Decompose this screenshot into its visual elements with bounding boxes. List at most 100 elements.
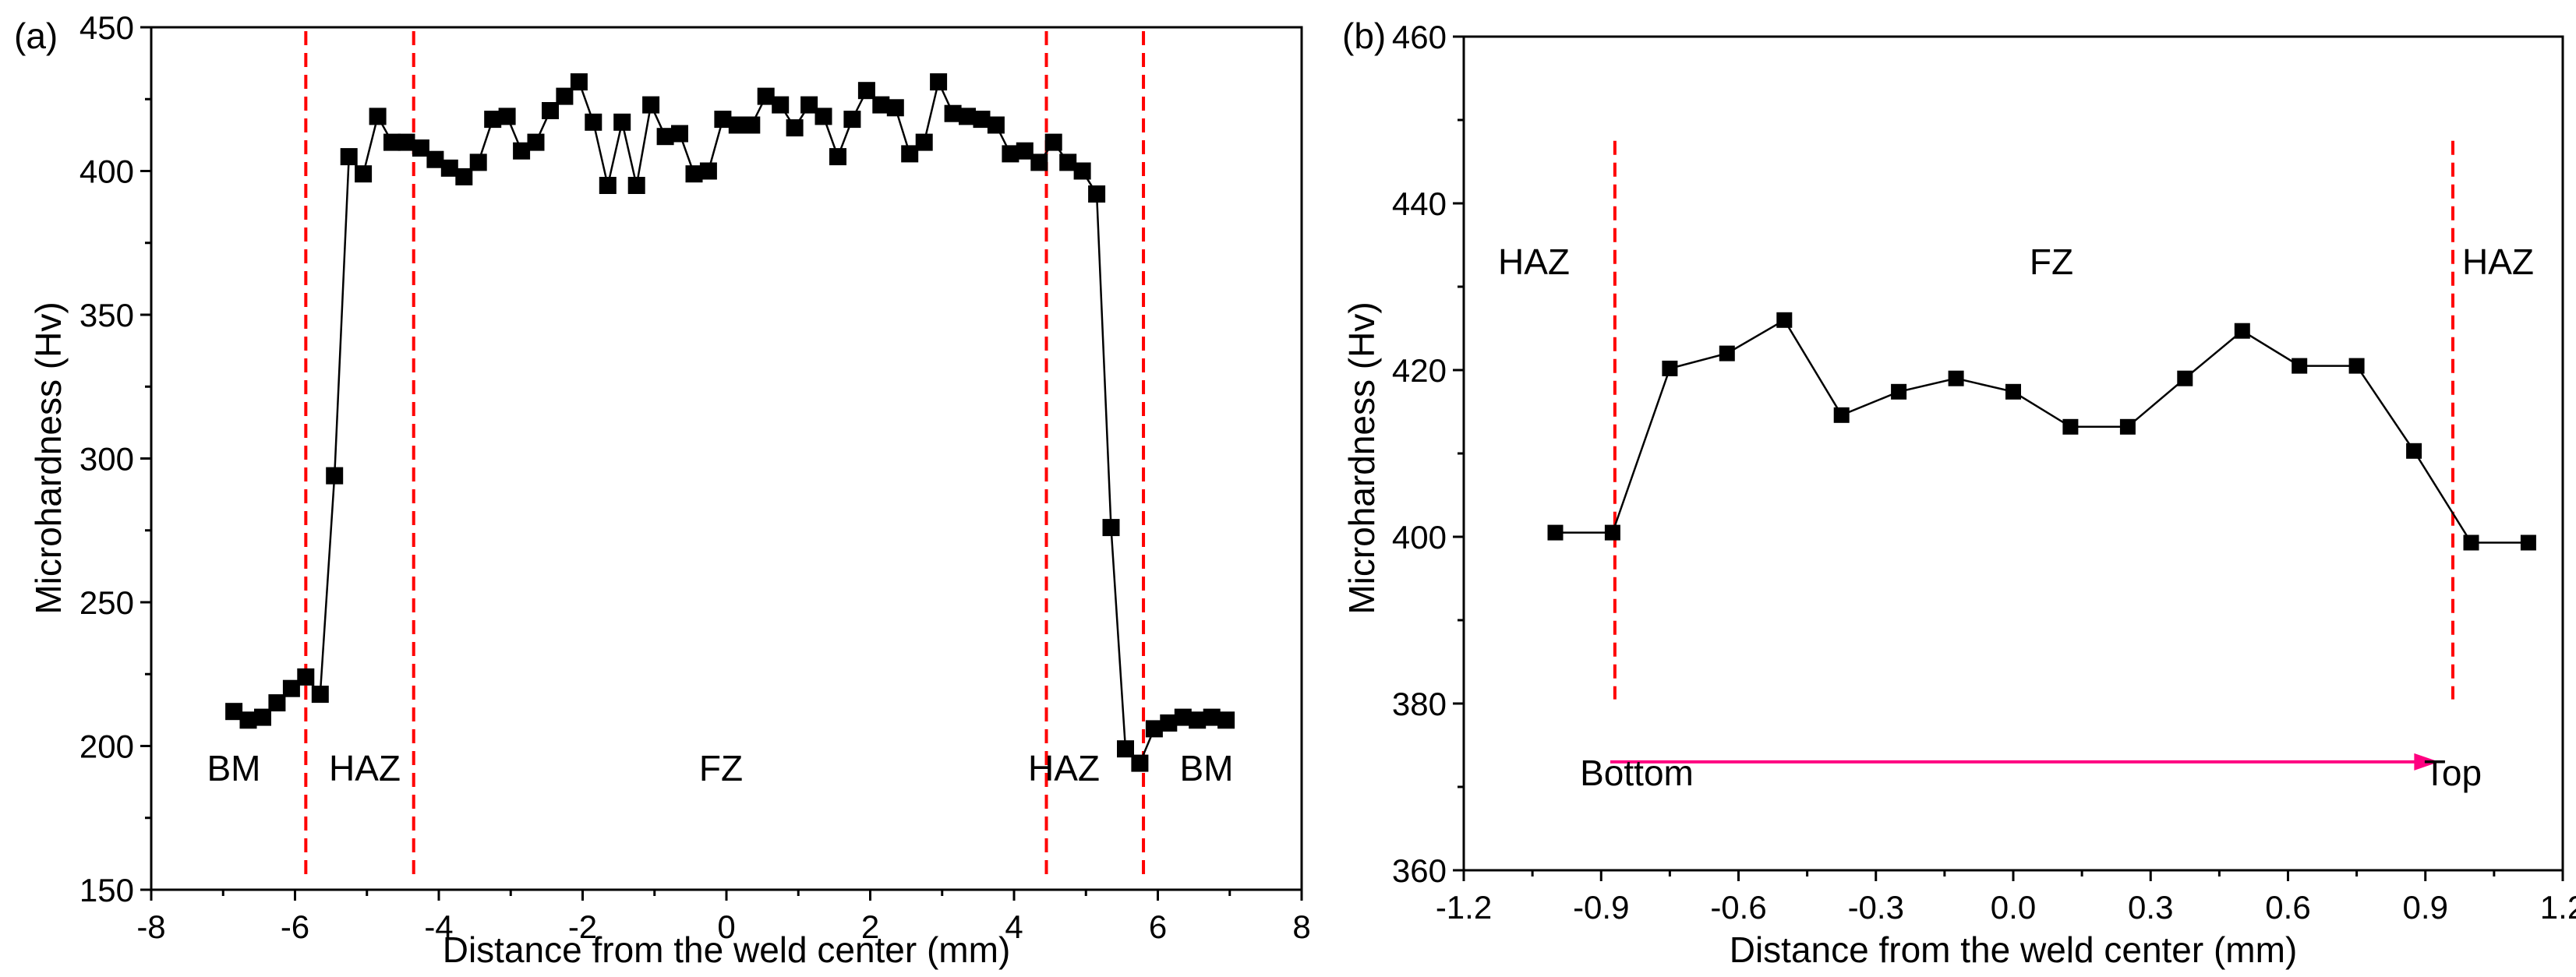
panel-b-direction-arrow [1610, 753, 2440, 771]
panel-a-series-line [233, 79, 1227, 765]
panel-a-data-point [872, 96, 890, 114]
panel-a-data-point [585, 113, 602, 131]
panel-a-y-tick-label: 350 [80, 297, 134, 333]
panel-a-data-point [570, 73, 588, 91]
panel-b-data-point [1833, 407, 1850, 423]
panel-a-annotation-bm-left: BM [207, 748, 261, 788]
panel-a-data-point [513, 142, 531, 160]
panel-a-data-point [469, 153, 487, 171]
panel-a-data-point [699, 162, 717, 180]
panel-b-arrow-head [2414, 753, 2440, 771]
panel-a-y-tick-label: 200 [80, 728, 134, 765]
panel-a: (a) -8 -6 -4 -2 0 2 4 6 8 150200250300350400450 … [14, 9, 1311, 970]
panel-a-data-point [355, 165, 373, 183]
panel-b-x-tick-label: 0.6 [2265, 889, 2310, 926]
panel-b-arrow-label-top: Top [2424, 753, 2482, 793]
panel-a-data-point [685, 165, 703, 183]
panel-b-data-point [2520, 534, 2536, 551]
panel-b-y-tick-label: 420 [1392, 352, 1447, 389]
panel-a-x-tick-label: 2 [861, 908, 879, 945]
panel-a-y-tick-label: 250 [80, 584, 134, 621]
panel-a-y-tick-label: 150 [80, 872, 134, 908]
panel-a-data-point [412, 139, 429, 157]
panel-a-data-point [440, 159, 458, 177]
panel-a-data-point [311, 686, 329, 704]
panel-a-data-point [1131, 754, 1149, 772]
panel-a-data-point [1102, 519, 1120, 537]
panel-b-y-ticks: 360 380 400 420 440 460 [1392, 19, 1464, 889]
panel-a-data-point [268, 694, 286, 712]
panel-b-data-point [2005, 383, 2021, 400]
panel-a-data-point [1160, 714, 1178, 732]
panel-a-y-tick-label: 400 [80, 153, 134, 190]
panel-a-data-point [326, 467, 344, 485]
panel-a-x-tick-label: 8 [1292, 908, 1310, 945]
panel-b-data-point [2292, 358, 2308, 374]
panel-b-plot-frame [1462, 35, 2564, 872]
panel-a-data-point [1073, 162, 1091, 180]
panel-a-data-point [297, 668, 315, 686]
panel-a-data-point [1030, 153, 1048, 171]
panel-b-x-tick-label: -0.9 [1573, 889, 1629, 926]
panel-a-data-point [743, 116, 761, 134]
panel-a-data-point [728, 116, 746, 134]
panel-a-data-point [254, 708, 271, 726]
panel-b-data-point [1719, 345, 1735, 362]
panel-a-data-point [857, 82, 875, 100]
panel-a-data-point [498, 108, 516, 125]
panel-a-data-point [383, 133, 401, 151]
panel-b: (b) -1.2-0.9-0.6-0.30.00.30.60.91.2 3603… [1341, 16, 2576, 970]
panel-a-data-point [886, 99, 904, 117]
panel-b-data-point [2119, 418, 2136, 435]
panel-b-data-point [2463, 534, 2479, 551]
panel-a-data-point [613, 113, 631, 131]
panel-b-boundary-lines [1613, 140, 2454, 700]
panel-a-data-point [627, 177, 645, 194]
panel-a-data-point [829, 148, 846, 166]
panel-a-data-point [772, 96, 790, 114]
panel-b-x-tick-label: -0.3 [1848, 889, 1904, 926]
panel-a-x-tick-label: -2 [568, 908, 597, 945]
panel-a-data-point [1088, 185, 1106, 203]
panel-a-annotation-fz: FZ [699, 748, 743, 788]
panel-b-arrow-label-bottom: Bottom [1580, 753, 1694, 793]
panel-b-y-tick-label: 440 [1392, 185, 1447, 222]
panel-a-data-point [714, 111, 732, 129]
panel-a-x-axis-title: Distance from the weld center (mm) [443, 929, 1011, 970]
panel-a-data-point [225, 703, 243, 721]
panel-a-x-tick-label: 6 [1149, 908, 1167, 945]
panel-a-data-point [959, 108, 976, 125]
panel-a-data-point [1189, 711, 1207, 729]
panel-b-label: (b) [1342, 16, 1386, 56]
panel-a-data-point [915, 133, 933, 151]
panel-a-data-point [786, 119, 804, 137]
panel-b-x-tick-label: 0.9 [2403, 889, 2448, 926]
panel-b-annotation-fz: FZ [2030, 242, 2073, 282]
panel-b-annotation-haz-left: HAZ [1498, 242, 1570, 282]
panel-a-annotation-haz-left: HAZ [329, 748, 401, 788]
panel-a-data-point [282, 679, 300, 697]
panel-a-data-point [814, 108, 832, 125]
panel-a-y-ticks: 150 200 250 300 350 400 450 [80, 9, 151, 908]
panel-b-data-point [2062, 418, 2079, 435]
panel-a-label: (a) [14, 16, 58, 56]
panel-a-data-point [944, 104, 962, 122]
panel-a-data-point [527, 133, 545, 151]
panel-a-x-tick-label: -4 [424, 908, 453, 945]
panel-a-x-tick-label: -8 [136, 908, 165, 945]
panel-a-data-point [930, 73, 948, 91]
panel-a-data-point [656, 128, 674, 146]
panel-b-data-point [1948, 370, 1964, 386]
panel-a-data-point [239, 711, 257, 729]
panel-a-x-ticks: -8 -6 -4 -2 0 2 4 6 8 [136, 890, 1311, 945]
panel-a-data-point [426, 150, 444, 168]
panel-a-data-point [556, 87, 574, 105]
panel-a-data-point [340, 148, 358, 166]
panel-b-data-point [1662, 360, 1678, 376]
panel-a-y-tick-label: 450 [80, 9, 134, 46]
panel-a-data-point [1117, 740, 1134, 758]
panel-a-annotation-bm-right: BM [1180, 748, 1234, 788]
panel-b-annotation-haz-right: HAZ [2462, 242, 2534, 282]
panel-a-data-point [1002, 145, 1019, 163]
panel-b-x-tick-label: -0.6 [1710, 889, 1766, 926]
